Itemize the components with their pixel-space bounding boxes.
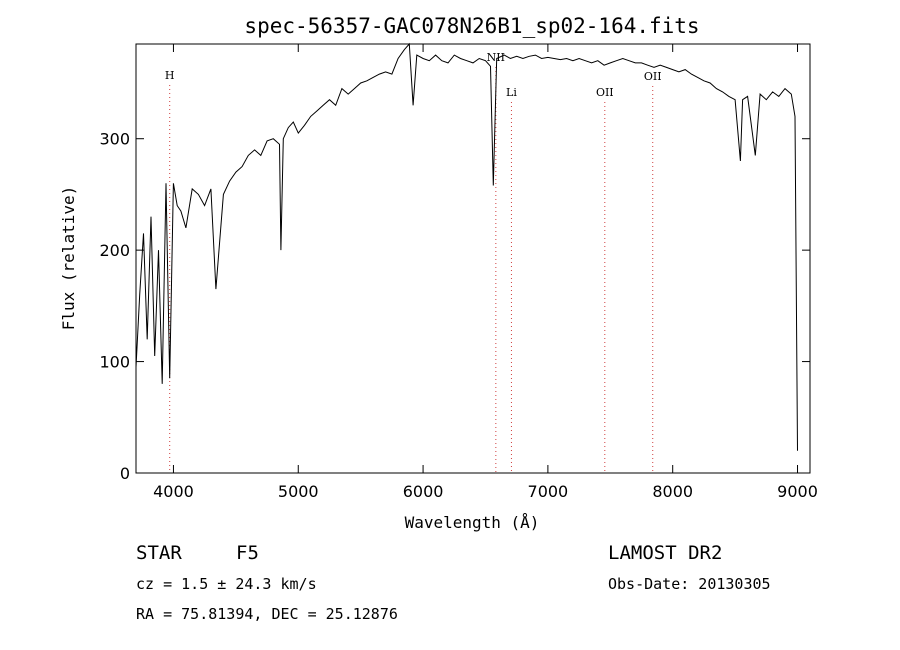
y-tick-label: 0 (120, 464, 130, 483)
x-tick-label: 6000 (403, 482, 444, 501)
plot-frame (135, 43, 811, 474)
object-class: STAR (136, 542, 182, 564)
chart-title: spec-56357-GAC078N26B1_sp02-164.fits (244, 14, 699, 38)
x-axis-ticks: 4000 5000 6000 7000 8000 9000 (153, 44, 818, 501)
x-tick-label: 7000 (528, 482, 569, 501)
spectral-line-label: Li (506, 86, 517, 99)
y-axis-ticks: 0 100 200 300 (99, 130, 810, 483)
y-tick-label: 300 (99, 130, 130, 149)
sky-coordinates: RA = 75.81394, DEC = 25.12876 (136, 605, 398, 623)
observation-date: Obs-Date: 20130305 (608, 575, 771, 593)
spectral-line-label: NII (487, 51, 505, 64)
redshift-cz: cz = 1.5 ± 24.3 km/s (136, 575, 317, 593)
survey-name: LAMOST DR2 (608, 542, 722, 564)
x-tick-label: 9000 (777, 482, 818, 501)
spectrum-series-line (135, 42, 798, 451)
y-axis-label: Flux (relative) (59, 186, 78, 331)
y-tick-label: 200 (99, 241, 130, 260)
spectral-line-label: H (165, 69, 175, 82)
spectral-line-markers (169, 67, 654, 473)
spectral-line-labels: H NII Li OII OII (165, 51, 662, 99)
spectral-line-label: OII (596, 86, 614, 99)
object-subclass: F5 (236, 542, 259, 564)
y-tick-label: 100 (99, 353, 130, 372)
x-tick-label: 8000 (652, 482, 693, 501)
spectral-line-label: OII (644, 70, 662, 83)
x-tick-label: 4000 (153, 482, 194, 501)
x-axis-label: Wavelength (Å) (405, 513, 540, 532)
x-tick-label: 5000 (278, 482, 319, 501)
